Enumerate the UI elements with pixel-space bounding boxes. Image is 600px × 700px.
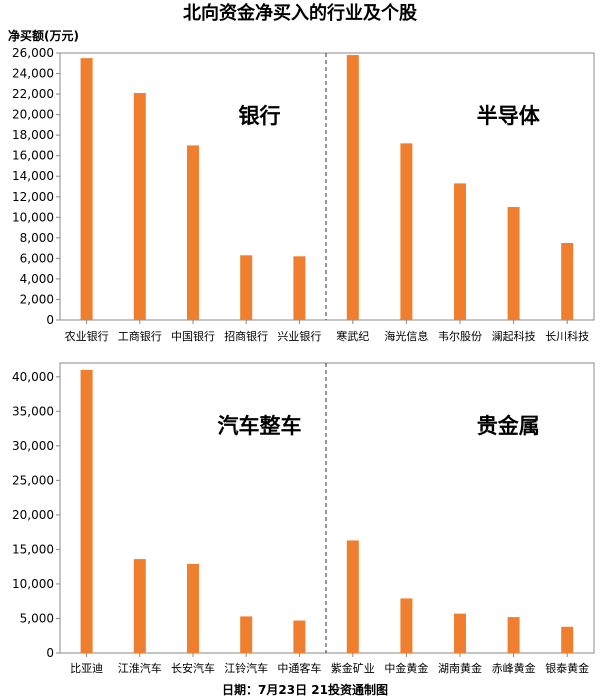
bar (240, 255, 253, 320)
bar (80, 369, 93, 653)
y-tick-label: 10,000 (12, 577, 54, 591)
y-tick-label: 25,000 (12, 473, 54, 487)
y-tick-label: 15,000 (12, 542, 54, 556)
category-label: 比亚迪 (70, 662, 103, 675)
y-tick-label: 4,000 (20, 272, 54, 286)
y-tick-label: 14,000 (12, 169, 54, 183)
y-tick-label: 10,000 (12, 210, 54, 224)
bar (400, 598, 413, 653)
bar (187, 563, 199, 653)
bar (293, 620, 306, 653)
category-label: 中金黄金 (384, 661, 428, 675)
bar (187, 145, 199, 320)
plot-frame (59, 52, 595, 321)
y-tick-label: 26,000 (12, 46, 54, 60)
category-label: 寒武纪 (336, 329, 369, 343)
panel-bottom: 0 5,000 10,000 15,000 20,000 25,000 30,000 35,0… (12, 362, 595, 675)
y-tick-label: 12,000 (12, 190, 54, 204)
y-tick-label: 0 (46, 313, 54, 327)
y-tick-label: 18,000 (12, 128, 54, 142)
bar (346, 55, 359, 321)
plot-frame (59, 362, 595, 654)
category-label: 兴业银行 (277, 329, 321, 343)
category-label: 澜起科技 (492, 329, 536, 343)
category-label: 江铃汽车 (224, 661, 268, 675)
bar (561, 242, 574, 320)
category-label: 中通客车 (277, 661, 321, 675)
category-label: 湖南黄金 (438, 661, 482, 675)
y-tick-label: 0 (46, 646, 54, 660)
category-label: 赤峰黄金 (492, 661, 536, 675)
category-label: 银泰黄金 (545, 661, 589, 675)
y-tick-label: 30,000 (12, 439, 54, 453)
bar (240, 616, 253, 653)
y-tick-label: 2,000 (20, 292, 54, 306)
bar (80, 58, 93, 321)
category-label: 中国银行 (171, 329, 215, 343)
category-label: 长安汽车 (171, 661, 215, 675)
y-tick-label: 5,000 (20, 611, 54, 625)
footer-note: 日期：7月23日 21投资通制图 (222, 682, 388, 697)
chart-title: 北向资金净买入的行业及个股 (183, 2, 418, 24)
y-tick-label: 40,000 (12, 370, 54, 384)
category-label: 工商银行 (118, 329, 162, 343)
bar (454, 613, 466, 653)
y-tick-label: 24,000 (12, 67, 54, 81)
bar (293, 256, 306, 320)
y-tick-label: 35,000 (12, 404, 54, 418)
category-label: 江淮汽车 (118, 661, 162, 675)
panel-top: 0 2,000 4,000 6,000 8,000 10,000 12,000 14,000 1… (12, 46, 595, 343)
y-tick-label: 8,000 (20, 231, 54, 245)
bar (507, 207, 520, 320)
bar (561, 626, 574, 653)
y-tick-label: 6,000 (20, 251, 54, 265)
sector-label: 贵金属 (477, 414, 540, 438)
sector-label: 银行 (239, 104, 281, 128)
bar (133, 93, 146, 320)
y-tick-label: 20,000 (12, 508, 54, 522)
category-label: 海光信息 (384, 329, 428, 343)
unit-label: 净买额(万元) (8, 28, 79, 43)
bar (400, 143, 413, 320)
category-label: 韦尔股份 (438, 330, 482, 343)
y-tick-label: 22,000 (12, 87, 54, 101)
bar (507, 617, 520, 653)
y-tick-label: 16,000 (12, 149, 54, 163)
bar (454, 183, 466, 320)
category-label: 农业银行 (65, 329, 109, 343)
category-label: 长川科技 (545, 329, 589, 343)
sector-label: 汽车整车 (218, 414, 302, 438)
bar (133, 559, 146, 653)
y-tick-label: 20,000 (12, 108, 54, 122)
bar (346, 540, 359, 653)
sector-label: 半导体 (477, 104, 541, 128)
category-label: 招商银行 (224, 329, 268, 343)
category-label: 紫金矿业 (331, 661, 375, 675)
